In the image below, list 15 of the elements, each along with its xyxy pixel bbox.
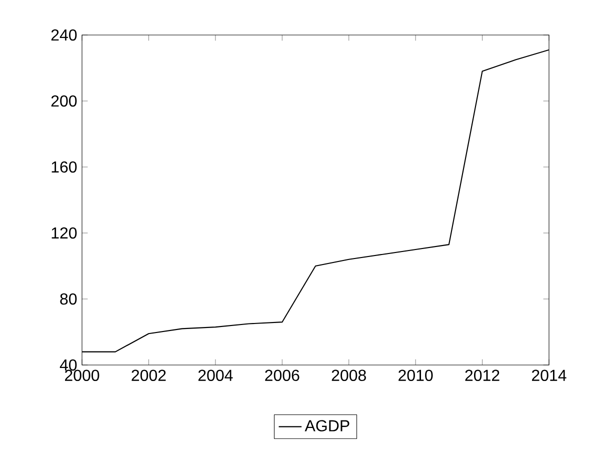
x-tick-label: 2006 <box>265 370 300 382</box>
y-tick-label: 120 <box>52 227 77 239</box>
y-tick-label: 40 <box>60 359 77 371</box>
x-tick-label: 2008 <box>332 370 366 382</box>
y-tick-label: 80 <box>60 293 77 305</box>
y-tick-label: 160 <box>52 161 77 173</box>
legend-label: AGDP <box>304 420 350 432</box>
x-tick-label: 2002 <box>132 370 166 382</box>
x-tick-label: 2014 <box>532 370 566 382</box>
y-tick-label: 200 <box>51 95 77 107</box>
y-tick-label: 240 <box>51 29 77 41</box>
x-tick-label: 2012 <box>465 370 500 382</box>
x-tick-label: 2000 <box>65 370 100 382</box>
x-tick-label: 2010 <box>398 370 433 382</box>
x-tick-label: 2004 <box>198 370 233 382</box>
